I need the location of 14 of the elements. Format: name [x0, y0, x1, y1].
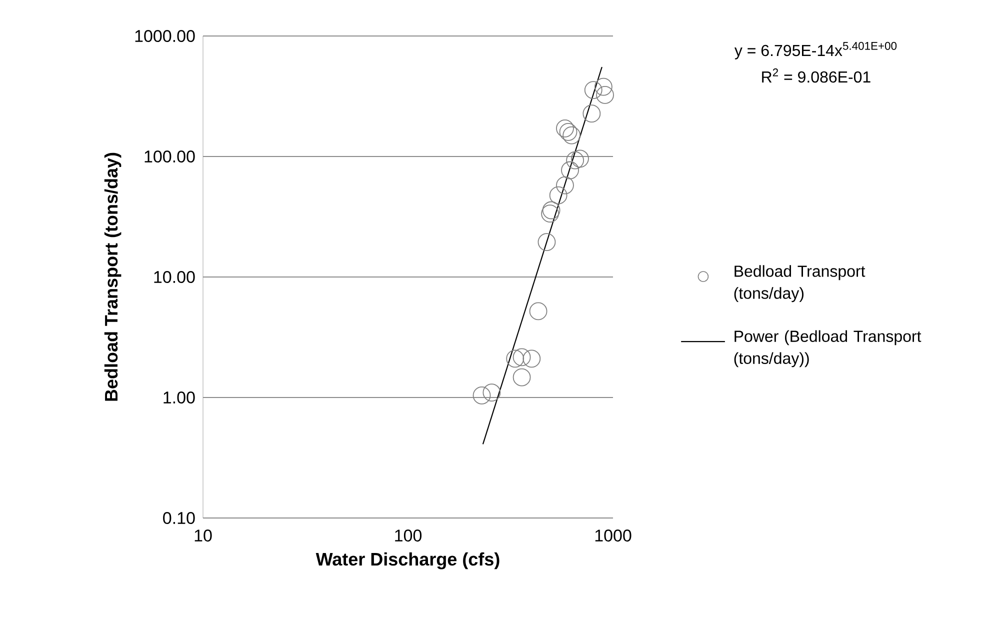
- text: R$^{2}$ = 9.086E-01: [762, 68, 870, 83]
- y-tick-label: 0.10: [163, 512, 195, 524]
- x-tick-label: 10: [194, 530, 212, 542]
- x-tick-label: 1000: [595, 530, 632, 542]
- y-tick-label: 1.00: [164, 391, 195, 404]
- y-tick-label: 1000.00: [135, 30, 195, 42]
- y-tick-label: 10.00: [154, 270, 195, 284]
- legend-label: Bedload Transport (tons/day): [734, 265, 866, 302]
- legend-label: Power (Bedload Transport (tons/day)): [734, 330, 922, 368]
- x-axis-title: Water Discharge (cfs): [316, 552, 500, 570]
- x-tick-label: 100: [395, 530, 422, 542]
- y-axis-title: Bedload Transport (tons/day): [104, 152, 122, 401]
- y-tick-label: 100.00: [144, 150, 195, 163]
- text: y = 6.795E-14x$^{5.401E+00}$: [734, 42, 897, 60]
